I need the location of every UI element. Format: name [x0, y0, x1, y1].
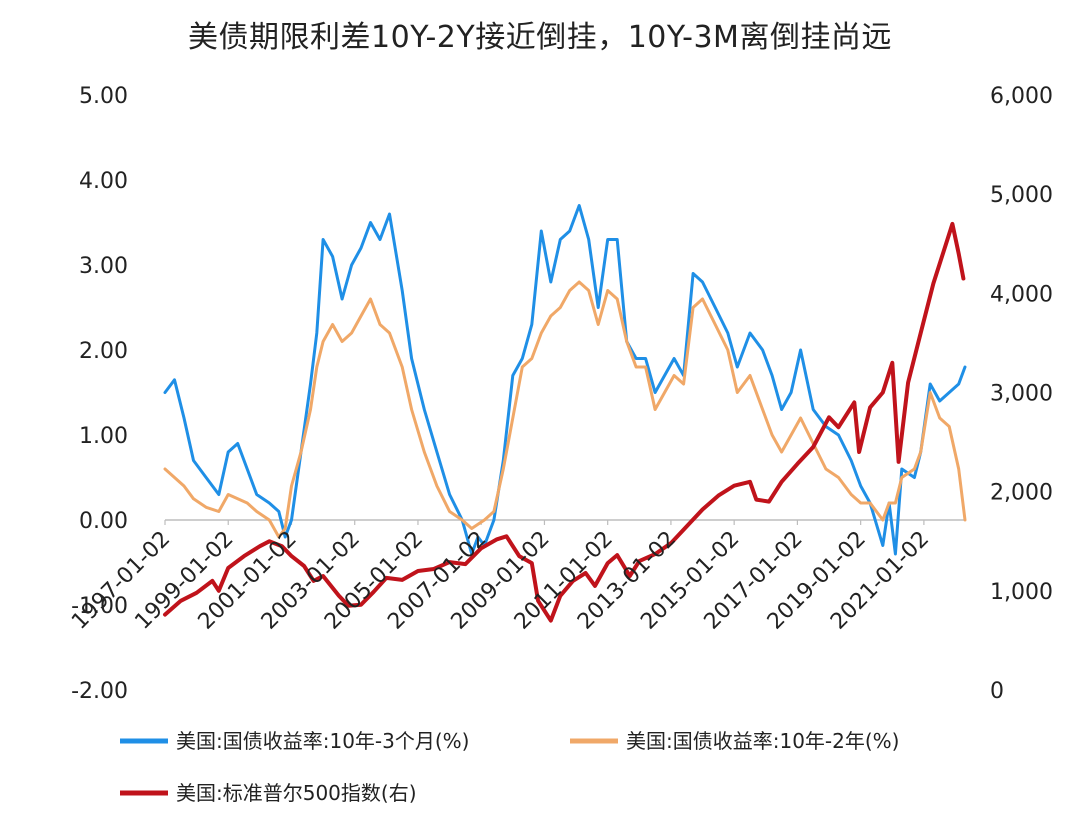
y-right-tick-label: 6,000 — [990, 84, 1053, 109]
chart-title: 美债期限利差10Y-2Y接近倒挂，10Y-3M离倒挂尚远 — [188, 20, 892, 55]
y-right-tick-label: 1,000 — [990, 580, 1053, 605]
y-left-tick-label: -1.00 — [71, 594, 128, 619]
y-right-tick-label: 3,000 — [990, 382, 1053, 407]
y-left-tick-label: 5.00 — [79, 84, 128, 109]
y-left-tick-label: 4.00 — [79, 169, 128, 194]
y-right-tick-label: 0 — [990, 679, 1004, 704]
legend-label-2: 美国:国债收益率:10年-2年(%) — [626, 729, 899, 753]
y-left-tick-label: 2.00 — [79, 339, 128, 364]
y-right-tick-label: 5,000 — [990, 183, 1053, 208]
y-right-tick-label: 4,000 — [990, 282, 1053, 307]
legend-label-3: 美国:标准普尔500指数(右) — [176, 781, 417, 805]
series-line-1 — [163, 204, 967, 556]
y-right-tick-label: 2,000 — [990, 481, 1053, 506]
legend-label-1: 美国:国债收益率:10年-3个月(%) — [176, 729, 469, 753]
y-left-tick-label: 1.00 — [79, 424, 128, 449]
y-left-tick-label: 3.00 — [79, 254, 128, 279]
y-left-tick-label: -2.00 — [71, 679, 128, 704]
series-line-2 — [163, 280, 967, 539]
y-left-tick-label: 0.00 — [79, 509, 128, 534]
series-line-3 — [163, 221, 966, 623]
